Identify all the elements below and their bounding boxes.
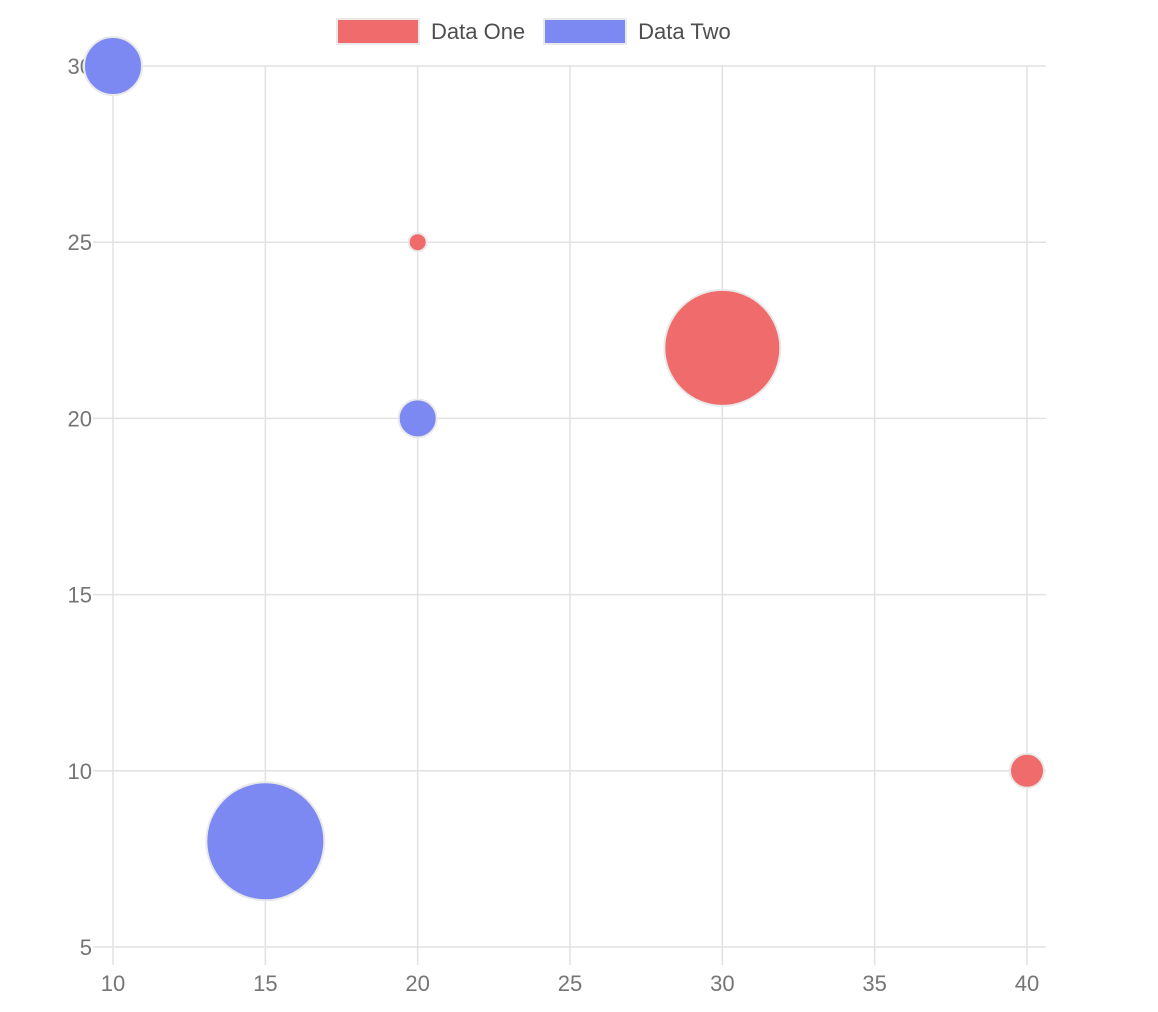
legend-label-data-two: Data Two	[638, 19, 731, 44]
legend-label-data-one: Data One	[431, 19, 526, 44]
x-axis-tick-label: 25	[558, 971, 582, 996]
bubble-data-two[interactable]	[205, 781, 326, 902]
y-axis-tick-label: 25	[68, 230, 92, 255]
x-axis-tick-label: 15	[253, 971, 277, 996]
y-axis-tick-label: 15	[68, 583, 92, 608]
x-axis-tick-label: 35	[862, 971, 886, 996]
legend-item-data-one[interactable]: Data One	[336, 18, 525, 45]
legend-swatch-data-two	[543, 18, 628, 45]
y-axis-tick-label: 20	[68, 406, 92, 431]
x-axis-tick-label: 30	[710, 971, 734, 996]
y-axis-tick-label: 10	[68, 759, 92, 784]
bubble-data-one[interactable]	[1009, 752, 1045, 789]
legend: Data One Data Two	[336, 18, 731, 45]
y-axis-tick-label: 5	[80, 935, 92, 960]
bubble-data-one[interactable]	[663, 288, 782, 407]
bubble-data-one[interactable]	[407, 232, 428, 253]
x-axis-tick-label: 10	[101, 971, 125, 996]
bubble-data-two[interactable]	[83, 36, 143, 96]
x-axis-tick-label: 40	[1015, 971, 1039, 996]
legend-item-data-two[interactable]: Data Two	[543, 18, 731, 45]
legend-swatch-data-one	[336, 18, 420, 45]
x-axis-tick-label: 20	[405, 971, 429, 996]
bubble-data-two[interactable]	[397, 398, 438, 439]
